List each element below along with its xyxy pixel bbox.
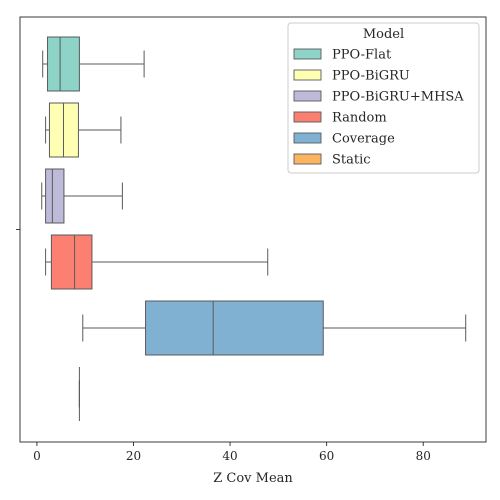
box-body (50, 234, 93, 290)
box-body (47, 36, 80, 92)
legend-item-coverage: Coverage (293, 132, 395, 147)
legend-item-static: Static (293, 153, 371, 168)
legend-label: PPO-Flat (332, 48, 392, 63)
legend-item-ppo-bigru: PPO-BiGRU (293, 69, 410, 84)
legend-item-ppo-flat: PPO-Flat (293, 48, 392, 63)
x-tick-label-4: 80 (416, 449, 431, 463)
x-tick-label-0: 0 (33, 449, 41, 463)
box-body (145, 300, 324, 356)
box-ppo-bigru (45, 102, 122, 158)
legend-swatch (293, 132, 322, 144)
x-tick-label-1: 20 (126, 449, 141, 463)
legend-label: Coverage (332, 132, 395, 147)
legend-item-random: Random (293, 111, 387, 126)
legend: Model PPO-Flat PPO-BiGRU PPO-BiGRU+MHSA Ran… (287, 22, 480, 174)
box-random (45, 234, 269, 290)
legend-label: PPO-BiGRU (332, 69, 410, 84)
legend-swatch (293, 48, 322, 60)
x-tick-label-2: 40 (222, 449, 237, 463)
legend-frame (287, 22, 480, 174)
legend-swatch (293, 69, 322, 81)
legend-swatch (293, 111, 322, 123)
x-axis-label: Z Cov Mean (213, 471, 293, 486)
legend-items: PPO-Flat PPO-BiGRU PPO-BiGRU+MHSA Random Cov… (293, 48, 464, 168)
x-axis: 0 20 40 60 80 (33, 442, 431, 463)
box-group (41, 36, 467, 421)
legend-label: Static (332, 153, 371, 168)
legend-label: PPO-BiGRU+MHSA (332, 90, 464, 105)
legend-label: Random (332, 111, 387, 126)
legend-swatch (293, 153, 322, 165)
box-coverage (82, 300, 467, 356)
x-tick-label-3: 60 (319, 449, 334, 463)
box-ppo-flat (42, 36, 145, 92)
legend-swatch (293, 90, 322, 102)
box-ppo-bigru-mhsa (41, 168, 123, 224)
legend-title: Model (363, 27, 404, 42)
box-body (45, 168, 65, 224)
legend-item-ppo-bigru-mhsa: PPO-BiGRU+MHSA (293, 90, 464, 105)
